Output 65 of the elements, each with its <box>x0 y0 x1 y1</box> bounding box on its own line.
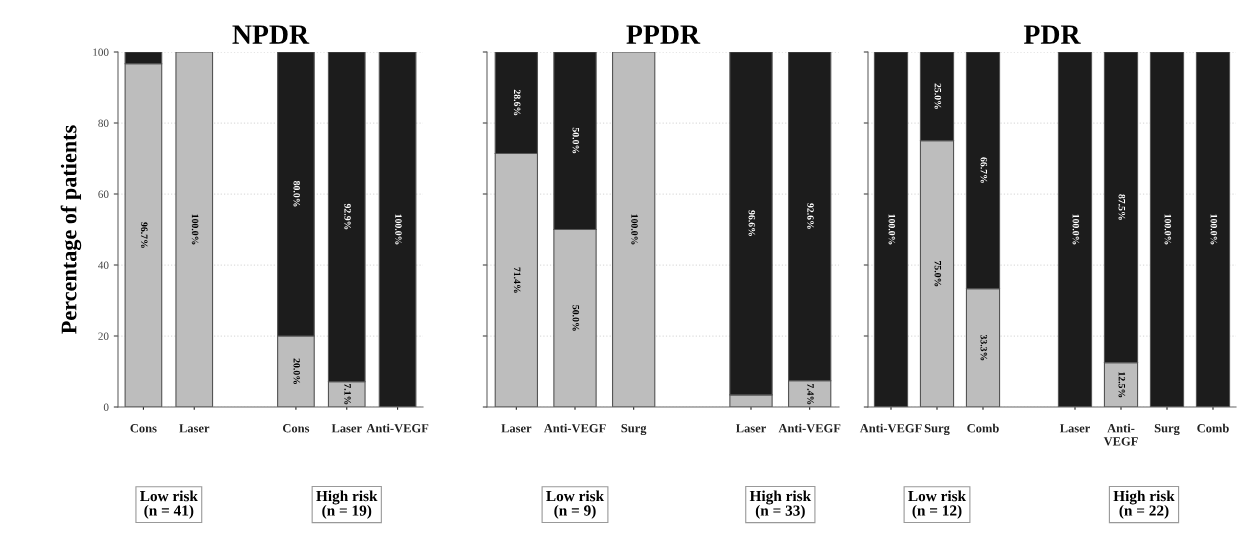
data-label: 100.0% <box>1164 214 1172 245</box>
y-tick-label: 20 <box>98 332 109 340</box>
y-tick-label: 60 <box>98 190 109 198</box>
chart-title: PPDR <box>626 25 701 44</box>
data-label: 20.0% <box>293 358 301 384</box>
text: High risk (n = 22) <box>1113 490 1175 519</box>
bar <box>378 52 417 407</box>
x-tick-label: Anti-VEGF <box>366 423 429 433</box>
text: Low risk (n = 9) <box>546 490 605 519</box>
data-label: 12.5% <box>1118 372 1126 398</box>
x-tick-label: Anti-VEGF <box>778 423 841 433</box>
y-tick-label: 40 <box>98 261 109 269</box>
bar <box>611 52 656 407</box>
x-tick-label: Laser <box>1059 424 1090 433</box>
data-label: 7.4% <box>807 383 814 405</box>
y-tick-label: 100 <box>93 48 109 56</box>
data-label: 7.1% <box>344 383 351 405</box>
data-label: 71.4% <box>513 267 521 293</box>
x-tick-label: Surg <box>621 423 647 435</box>
y-axis-title: Percentage of patients <box>60 125 82 334</box>
data-label: 28.6% <box>513 89 521 116</box>
text: Low risk (n = 12) <box>908 490 967 519</box>
x-tick-label: Cons <box>130 424 157 433</box>
x-tick-label: Laser <box>179 424 210 433</box>
data-label: 100.0% <box>191 214 199 245</box>
y-tick-label: 80 <box>98 119 109 127</box>
data-label: 50.0% <box>572 305 580 331</box>
data-label: 100.0% <box>888 214 896 245</box>
data-label: 66.7% <box>980 157 988 183</box>
x-tick-label: Surg <box>924 423 950 435</box>
data-label: 50.0% <box>572 127 580 154</box>
x-tick-label: Laser <box>501 424 532 433</box>
x-tick-label: Surg <box>1154 423 1180 435</box>
text: High risk (n = 19) <box>316 490 378 519</box>
bar <box>1195 52 1231 407</box>
bar <box>1149 52 1185 407</box>
text: Low risk (n = 41) <box>140 490 198 519</box>
data-label: 92.9% <box>344 203 351 230</box>
data-label: 80.0% <box>293 180 301 207</box>
data-label: 100.0% <box>395 214 402 245</box>
x-tick-label: Laser <box>735 424 766 433</box>
data-label: 100.0% <box>1210 214 1218 245</box>
data-label: 96.6% <box>748 210 756 236</box>
chart-title: PDR <box>1023 25 1081 44</box>
data-label: 96.7% <box>140 222 148 248</box>
data-label: 25.0% <box>934 83 942 109</box>
x-tick-label: Anti-VEGF <box>859 423 922 433</box>
x-tick-label: Comb <box>1197 423 1229 433</box>
bar <box>1057 52 1093 407</box>
chart-title: NPDR <box>232 25 310 44</box>
data-label: 100.0% <box>1072 214 1080 245</box>
x-tick-label: Anti- VEGF <box>1103 423 1138 446</box>
x-tick-label: Comb <box>967 423 999 433</box>
data-label: 87.5% <box>1118 194 1126 220</box>
x-tick-label: Anti-VEGF <box>543 423 606 433</box>
data-label: 33.3% <box>980 334 988 361</box>
bar <box>175 52 214 407</box>
y-tick-label: 0 <box>103 403 109 411</box>
data-label: 100.0% <box>631 214 638 245</box>
x-tick-label: Cons <box>282 424 310 433</box>
text: High risk (n = 33) <box>749 490 812 519</box>
data-label: 75.0% <box>934 261 942 287</box>
x-tick-label: Laser <box>331 424 362 433</box>
bar <box>873 52 909 407</box>
data-label: 92.6% <box>807 203 814 229</box>
